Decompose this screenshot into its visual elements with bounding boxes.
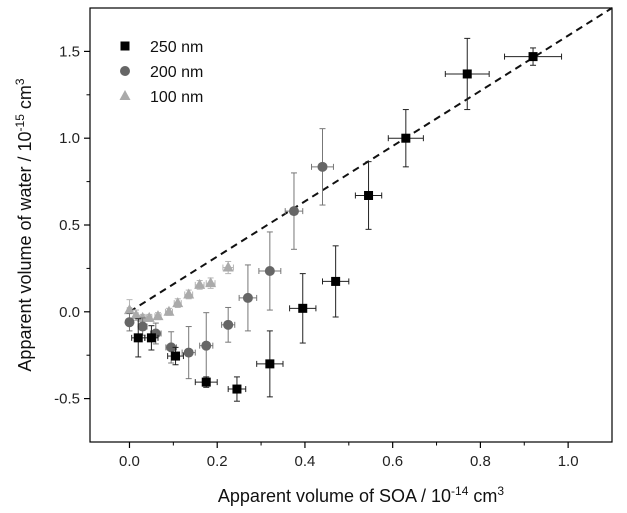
data-point xyxy=(284,172,304,250)
data-point xyxy=(387,109,424,168)
data-point xyxy=(258,231,282,311)
x-tick-label: 0.2 xyxy=(207,453,228,470)
point-marker-circle xyxy=(317,161,328,172)
point-marker-triangle xyxy=(172,297,184,308)
x-tick-label: 0.8 xyxy=(470,453,491,470)
data-point xyxy=(221,306,236,343)
point-marker-square xyxy=(462,69,472,79)
x-tick-label: 0.4 xyxy=(295,453,316,470)
y-tick-label: -0.5 xyxy=(54,391,80,408)
point-marker-circle xyxy=(242,292,253,303)
point-marker-square xyxy=(171,351,181,361)
point-marker-square xyxy=(265,359,275,369)
data-point xyxy=(194,278,206,290)
data-point xyxy=(124,313,135,332)
y-tick-label: 1.5 xyxy=(59,43,80,60)
data-point xyxy=(205,277,217,289)
point-marker-triangle xyxy=(130,309,142,320)
legend-label: 250 nm xyxy=(150,39,203,56)
legend-label: 200 nm xyxy=(150,64,203,81)
x-tick-label: 0.6 xyxy=(382,453,403,470)
x-axis-label: Apparent volume of SOA / 10-14 cm3 xyxy=(218,484,504,506)
legend-marker-triangle xyxy=(119,90,131,100)
point-marker-circle xyxy=(124,317,135,328)
data-point xyxy=(152,310,164,321)
point-marker-circle xyxy=(166,342,177,353)
legend: 250 nm 200 nm 100 nm xyxy=(119,39,203,106)
data-point xyxy=(256,330,284,398)
point-marker-square xyxy=(528,52,538,62)
data-point xyxy=(163,305,175,316)
data-point xyxy=(143,311,155,322)
point-marker-square xyxy=(401,133,411,143)
point-marker-triangle xyxy=(143,311,155,322)
data-point xyxy=(227,376,247,402)
data-point xyxy=(165,331,177,364)
point-marker-triangle xyxy=(194,278,206,289)
data-point xyxy=(222,260,234,275)
x-tick-label: 0.0 xyxy=(119,453,140,470)
legend-label: 100 nm xyxy=(150,89,203,106)
legend-entry: 100 nm xyxy=(119,89,203,106)
data-point xyxy=(194,376,218,388)
data-point xyxy=(199,312,214,380)
point-marker-square xyxy=(133,333,143,343)
point-marker-circle xyxy=(288,206,299,217)
data-points xyxy=(123,37,563,402)
point-marker-square xyxy=(201,377,211,387)
point-marker-square xyxy=(298,303,308,313)
data-point xyxy=(504,47,563,66)
point-marker-triangle xyxy=(123,304,135,315)
data-point xyxy=(172,297,184,308)
point-marker-triangle xyxy=(222,261,234,272)
point-marker-square xyxy=(232,384,242,394)
point-marker-triangle xyxy=(163,305,175,316)
data-point xyxy=(181,326,196,380)
point-marker-circle xyxy=(137,321,148,332)
y-axis-label: Apparent volume of water / 10-15 cm3 xyxy=(13,78,35,371)
data-point xyxy=(183,288,195,300)
legend-entry: 250 nm xyxy=(120,39,203,56)
point-marker-triangle xyxy=(183,288,195,299)
point-marker-circle xyxy=(201,340,212,351)
y-tick-label: 1.0 xyxy=(59,130,80,147)
data-point xyxy=(289,273,317,344)
legend-marker-square xyxy=(120,41,130,51)
point-marker-circle xyxy=(223,319,234,330)
point-marker-square xyxy=(331,276,341,286)
data-point xyxy=(238,264,258,332)
y-tick-label: 0.5 xyxy=(59,217,80,234)
point-marker-circle xyxy=(264,266,275,277)
point-marker-square xyxy=(364,190,374,200)
data-point xyxy=(444,37,490,111)
data-point xyxy=(311,128,334,206)
data-point xyxy=(354,161,383,230)
data-point xyxy=(144,325,159,351)
point-marker-triangle xyxy=(152,310,164,321)
y-tick-label: 0.0 xyxy=(59,304,80,321)
legend-marker-circle xyxy=(120,66,130,76)
point-marker-triangle xyxy=(205,277,217,288)
legend-entry: 200 nm xyxy=(120,64,203,81)
data-point xyxy=(167,346,184,366)
point-marker-circle xyxy=(183,347,194,358)
x-tick-label: 1.0 xyxy=(558,453,579,470)
data-point xyxy=(321,245,350,318)
axis-ticks: 0.0 0.2 0.4 0.6 0.8 1.0 -0.5 0.0 0.5 1.0 1.5 xyxy=(54,43,578,470)
point-marker-square xyxy=(146,333,156,343)
